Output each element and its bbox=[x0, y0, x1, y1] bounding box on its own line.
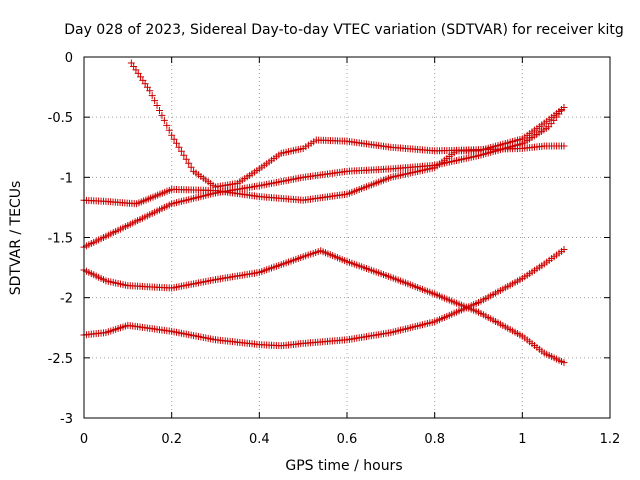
data-point bbox=[560, 246, 568, 254]
x-tick-label: 1 bbox=[518, 432, 526, 447]
data-point bbox=[146, 87, 154, 95]
x-axis-label: GPS time / hours bbox=[285, 458, 402, 474]
data-point bbox=[170, 135, 178, 143]
data-point bbox=[165, 126, 173, 134]
chart-title: Day 028 of 2023, Sidereal Day-to-day VTE… bbox=[64, 22, 624, 38]
series-4 bbox=[80, 247, 568, 367]
data-point bbox=[177, 147, 185, 155]
data-point bbox=[182, 155, 190, 163]
x-tick-label: 0 bbox=[80, 432, 88, 447]
data-point bbox=[187, 163, 195, 171]
data-point bbox=[560, 104, 568, 112]
y-tick-label: -2 bbox=[60, 292, 73, 307]
x-axis-ticks: 0 0.2 0.4 0.6 0.8 1 1.2 bbox=[80, 57, 620, 447]
x-tick-label: 0.4 bbox=[249, 432, 270, 447]
series-2 bbox=[80, 104, 568, 251]
y-axis-ticks: 0 -0.5 -1 -1.5 -2 -2.5 -3 bbox=[48, 51, 610, 427]
series-3 bbox=[80, 104, 568, 208]
data-point bbox=[185, 159, 193, 167]
x-tick-label: 0.8 bbox=[424, 432, 445, 447]
x-tick-label: 1.2 bbox=[600, 432, 621, 447]
data-points bbox=[80, 59, 568, 367]
y-tick-label: -2.5 bbox=[48, 352, 73, 367]
y-tick-label: 0 bbox=[65, 51, 73, 66]
data-point bbox=[175, 143, 183, 151]
data-point bbox=[148, 92, 156, 100]
series-5 bbox=[80, 246, 568, 350]
data-point bbox=[163, 121, 171, 129]
grid bbox=[84, 57, 610, 418]
y-tick-label: -3 bbox=[60, 412, 73, 427]
data-point bbox=[173, 139, 181, 147]
data-point bbox=[560, 359, 568, 367]
y-tick-label: -1 bbox=[60, 171, 73, 186]
data-point bbox=[155, 106, 163, 114]
data-point bbox=[153, 102, 161, 110]
data-point bbox=[151, 97, 159, 105]
data-point bbox=[168, 131, 176, 139]
x-tick-label: 0.6 bbox=[337, 432, 358, 447]
data-point bbox=[560, 142, 568, 150]
data-point bbox=[180, 151, 188, 159]
y-axis-label: SDTVAR / TECUs bbox=[8, 181, 24, 296]
y-tick-label: -0.5 bbox=[48, 111, 73, 126]
data-point bbox=[158, 111, 166, 119]
x-tick-label: 0.2 bbox=[161, 432, 182, 447]
data-point bbox=[160, 116, 168, 124]
y-tick-label: -1.5 bbox=[48, 232, 73, 247]
